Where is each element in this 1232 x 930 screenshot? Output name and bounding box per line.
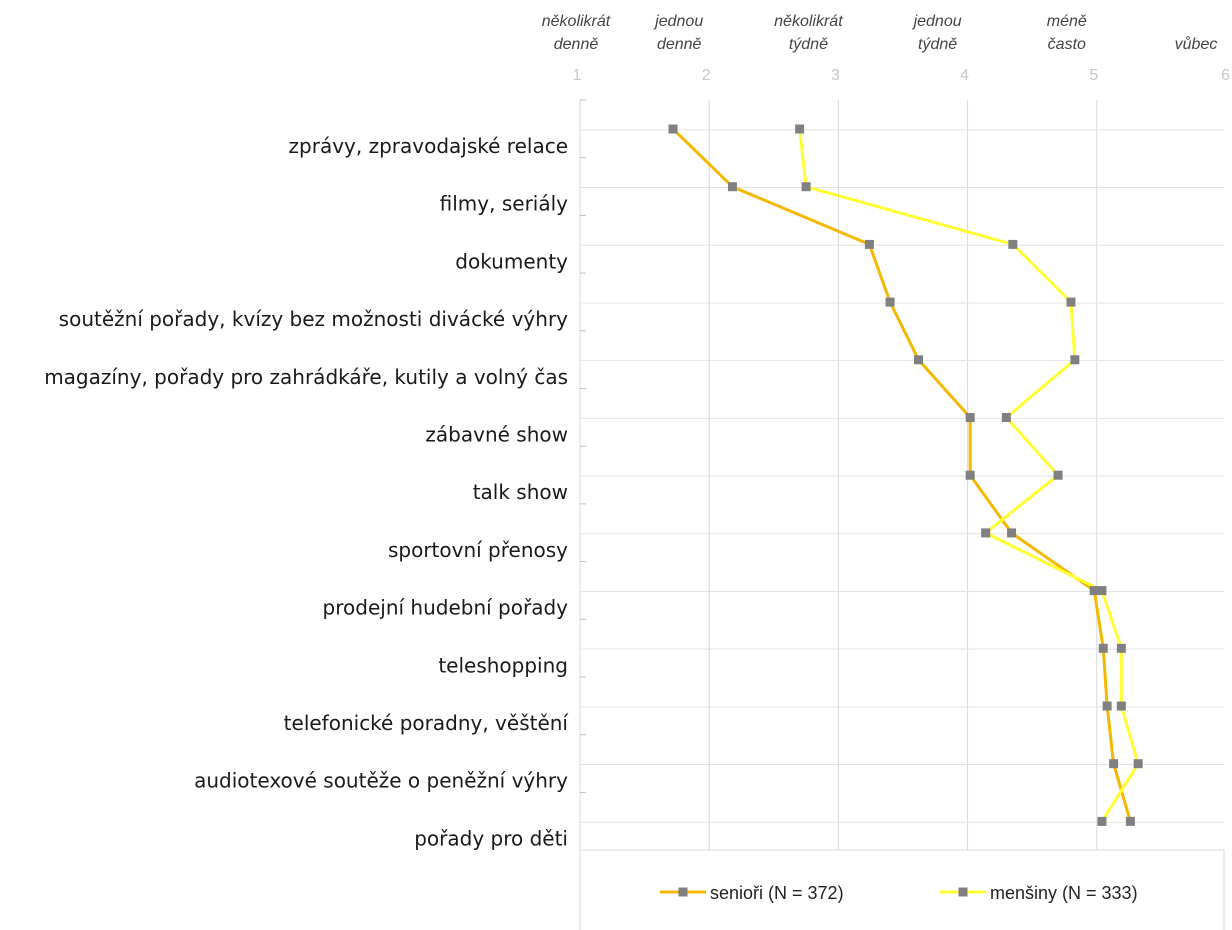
header-label-5-line1: méně [1047, 13, 1087, 30]
series-1-point-9 [1116, 643, 1126, 653]
series-1-point-10 [1116, 701, 1126, 711]
category-label-4: magazíny, pořady pro zahrádkáře, kutily … [44, 365, 568, 389]
category-label-6: talk show [473, 480, 568, 504]
header-label-4-line2: týdně [918, 36, 957, 53]
x-tick-label-4: 4 [960, 67, 969, 84]
series-1-point-6 [1053, 470, 1063, 480]
series-0-point-1 [727, 182, 737, 192]
series-1-point-5 [1001, 413, 1011, 422]
series-1-point-0 [795, 124, 805, 134]
category-labels: zprávy, zpravodajské relace filmy, seriál… [44, 134, 569, 850]
series-1-point-4 [1070, 355, 1080, 365]
category-label-0: zprávy, zpravodajské relace [289, 134, 568, 158]
series-1-point-8 [1097, 586, 1107, 596]
category-label-2: dokumenty [455, 249, 568, 273]
legend: senioři (N = 372) menšiny (N = 333) [660, 883, 1138, 903]
category-label-9: teleshopping [438, 653, 568, 677]
category-label-11: audiotexové soutěže o peněžní výhry [194, 769, 568, 793]
series-1-point-3 [1066, 297, 1076, 307]
category-label-12: pořady pro děti [414, 826, 568, 850]
x-tick-label-2: 2 [702, 67, 711, 84]
series-0-point-9 [1098, 643, 1108, 653]
series-1-point-7 [981, 528, 991, 538]
series-0-point-7 [1007, 528, 1017, 538]
series-0-point-8 [1089, 586, 1099, 596]
series-0-point-11 [1109, 759, 1119, 769]
header-label-3-line1: několikrát [774, 13, 843, 30]
category-label-5: zábavné show [425, 423, 568, 447]
category-label-3: soutěžní pořady, kvízy bez možnosti divá… [59, 307, 568, 331]
header-label-6: vůbec [1175, 35, 1218, 53]
legend-label-1: menšiny (N = 333) [990, 883, 1138, 903]
category-label-7: sportovní přenosy [388, 538, 568, 562]
header-label-4-line1: jednou [912, 13, 962, 30]
x-axis-headers: několikrátdenně1jednoudenně2několikráttý… [542, 13, 1230, 84]
grid [579, 99, 1225, 930]
series-0-point-0 [668, 124, 678, 134]
legend-marker-1 [958, 887, 968, 897]
series-1-point-2 [1008, 239, 1018, 249]
series-0-point-3 [885, 297, 895, 307]
x-tick-label-1: 1 [573, 67, 582, 84]
series-0-point-12 [1125, 816, 1135, 826]
series-1-point-11 [1133, 759, 1143, 769]
header-label-1-line1: několikrát [542, 13, 611, 30]
header-label-3-line2: týdně [789, 36, 828, 53]
x-tick-label-5: 5 [1089, 67, 1098, 84]
series-0-point-4 [914, 355, 924, 365]
series-1-point-1 [801, 182, 811, 192]
x-tick-label-6: 6 [1221, 67, 1230, 84]
header-label-2-line1: jednou [653, 13, 703, 30]
x-tick-label-3: 3 [831, 67, 840, 84]
series-0-point-10 [1102, 701, 1112, 711]
category-label-10: telefonické poradny, věštění [284, 711, 570, 735]
series-0-point-5 [965, 413, 975, 422]
legend-marker-0 [678, 887, 688, 897]
header-label-5-line2: často [1048, 36, 1086, 53]
header-label-1-line2: denně [554, 36, 599, 53]
legend-label-0: senioři (N = 372) [710, 883, 844, 903]
series-0-point-2 [864, 239, 874, 249]
series-1-point-12 [1097, 816, 1107, 826]
header-label-2-line2: denně [657, 36, 702, 53]
category-label-8: prodejní hudební pořady [323, 596, 569, 620]
series [668, 124, 1143, 826]
series-0-point-6 [965, 470, 975, 480]
category-label-1: filmy, seriály [440, 192, 569, 216]
